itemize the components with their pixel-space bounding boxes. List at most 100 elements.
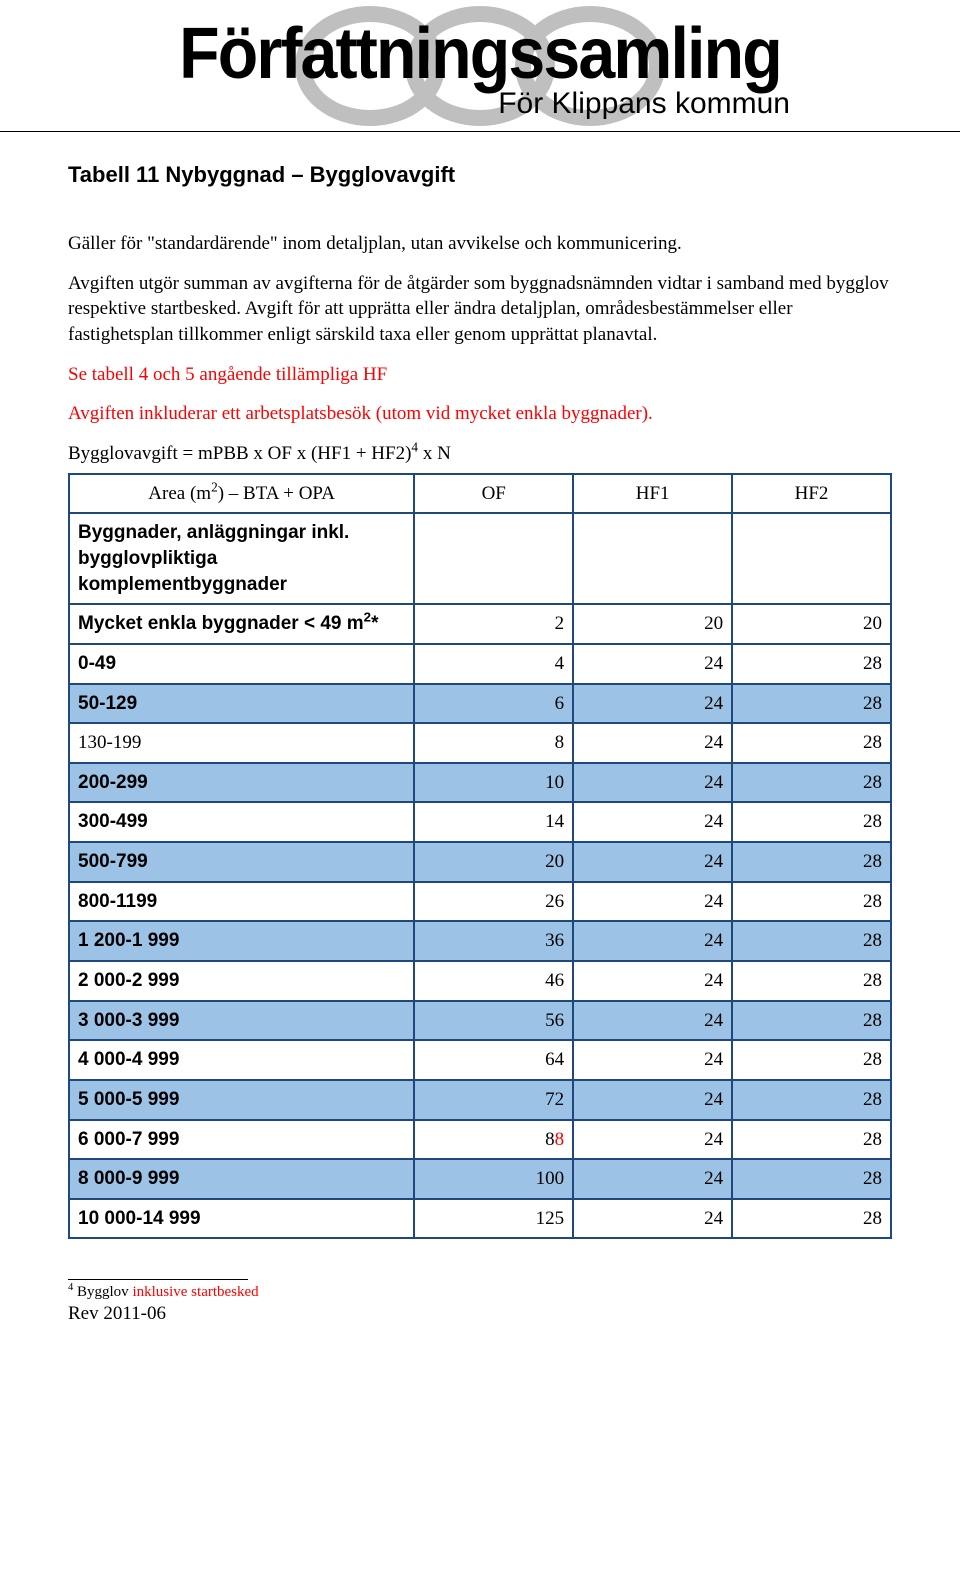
cell-of: 10 [414,763,573,803]
cell-hf1: 24 [573,1199,732,1239]
cell-hf1: 24 [573,763,732,803]
col-area-header: Area (m2) – BTA + OPA [69,474,414,514]
cell-of: 125 [414,1199,573,1239]
table-subheader-row: Byggnader, anläggningar inkl. bygglovpli… [69,513,891,604]
letterhead-banner: Författningssamling För Klippans kommun [0,0,960,132]
formula-prefix: Bygglovavgift = mPBB x OF x (HF1 + HF2) [68,443,411,464]
cell-area: 5 000-5 999 [69,1080,414,1120]
cell-hf2: 28 [732,723,891,763]
cell-hf2: 28 [732,684,891,724]
cell-hf1: 24 [573,961,732,1001]
cell-of: 26 [414,882,573,922]
cell-hf1: 24 [573,1080,732,1120]
cell-area: 500-799 [69,842,414,882]
footnote-rule [68,1279,248,1280]
cell-area: 50-129 [69,684,414,724]
cell-area: 1 200-1 999 [69,921,414,961]
cell-hf2: 28 [732,763,891,803]
cell-hf1: 24 [573,802,732,842]
cell-area: 800-1199 [69,882,414,922]
cell-hf2: 28 [732,882,891,922]
table-row: 6 000-7 999882428 [69,1120,891,1160]
cell-hf1: 20 [573,604,732,644]
table-row: 5 000-5 999722428 [69,1080,891,1120]
cell-hf2: 28 [732,921,891,961]
cell-hf1: 24 [573,882,732,922]
col-hf1-header: HF1 [573,474,732,514]
table-body: Byggnader, anläggningar inkl. bygglovpli… [69,513,891,1238]
cell-hf2: 28 [732,1199,891,1239]
revision-text: Rev 2011-06 [68,1301,892,1327]
cell-area: 300-499 [69,802,414,842]
cell-hf2: 20 [732,604,891,644]
footnote: 4 Bygglov inklusive startbesked [68,1282,892,1302]
table-row: 50-12962428 [69,684,891,724]
cell-hf1: 24 [573,1159,732,1199]
cell-hf1: 24 [573,1120,732,1160]
table-row: 500-799202428 [69,842,891,882]
table-row: 2 000-2 999462428 [69,961,891,1001]
formula-suffix: x N [418,443,451,464]
cell-area: 2 000-2 999 [69,961,414,1001]
cell-of: 46 [414,961,573,1001]
cell-area: 4 000-4 999 [69,1040,414,1080]
cell-hf2: 28 [732,1040,891,1080]
cell-hf1: 24 [573,1040,732,1080]
cell-area: 0-49 [69,644,414,684]
cell-of: 2 [414,604,573,644]
cell-area: 6 000-7 999 [69,1120,414,1160]
cell-area: 3 000-3 999 [69,1001,414,1041]
table-row: 800-1199262428 [69,882,891,922]
paragraph-1: Gäller för "standardärende" inom detaljp… [68,231,892,257]
cell-hf2: 28 [732,802,891,842]
cell-area: 200-299 [69,763,414,803]
cell-of: 100 [414,1159,573,1199]
page-title: Tabell 11 Nybyggnad – Bygglovavgift [68,160,892,190]
paragraph-3: Se tabell 4 och 5 angående tillämpliga H… [68,362,892,388]
cell-hf2: 28 [732,644,891,684]
cell-of: 64 [414,1040,573,1080]
subheader-cell: Byggnader, anläggningar inkl. bygglovpli… [69,513,414,604]
table-row: 3 000-3 999562428 [69,1001,891,1041]
cell-of: 8 [414,723,573,763]
cell-hf1: 24 [573,1001,732,1041]
cell-hf1: 24 [573,723,732,763]
cell-hf2: 28 [732,1001,891,1041]
cell-of: 4 [414,644,573,684]
col-of-header: OF [414,474,573,514]
table-row: 300-499142428 [69,802,891,842]
cell-hf2: 28 [732,1120,891,1160]
banner-title: Författningssamling [38,18,921,90]
table-row: 130-19982428 [69,723,891,763]
fee-table: Area (m2) – BTA + OPA OF HF1 HF2 Byggnad… [68,473,892,1240]
table-row: 0-4942428 [69,644,891,684]
document-content: Tabell 11 Nybyggnad – Bygglovavgift Gäll… [0,132,960,1327]
table-header-row: Area (m2) – BTA + OPA OF HF1 HF2 [69,474,891,514]
cell-of: 6 [414,684,573,724]
cell-area: 130-199 [69,723,414,763]
table-row: Mycket enkla byggnader < 49 m2*22020 [69,604,891,644]
table-row: 200-299102428 [69,763,891,803]
cell-of: 20 [414,842,573,882]
cell-of: 14 [414,802,573,842]
cell-hf2: 28 [732,1159,891,1199]
table-row: 8 000-9 9991002428 [69,1159,891,1199]
cell-area: Mycket enkla byggnader < 49 m2* [69,604,414,644]
cell-hf1: 24 [573,684,732,724]
cell-hf1: 24 [573,644,732,684]
paragraph-4: Avgiften inkluderar ett arbetsplatsbesök… [68,401,892,427]
col-hf2-header: HF2 [732,474,891,514]
cell-area: 8 000-9 999 [69,1159,414,1199]
cell-hf2: 28 [732,1080,891,1120]
cell-of: 72 [414,1080,573,1120]
cell-area: 10 000-14 999 [69,1199,414,1239]
paragraph-2: Avgiften utgör summan av avgifterna för … [68,271,892,348]
table-row: 1 200-1 999362428 [69,921,891,961]
cell-of: 36 [414,921,573,961]
cell-hf1: 24 [573,842,732,882]
cell-hf2: 28 [732,961,891,1001]
cell-of: 56 [414,1001,573,1041]
cell-hf2: 28 [732,842,891,882]
table-row: 10 000-14 9991252428 [69,1199,891,1239]
table-row: 4 000-4 999642428 [69,1040,891,1080]
